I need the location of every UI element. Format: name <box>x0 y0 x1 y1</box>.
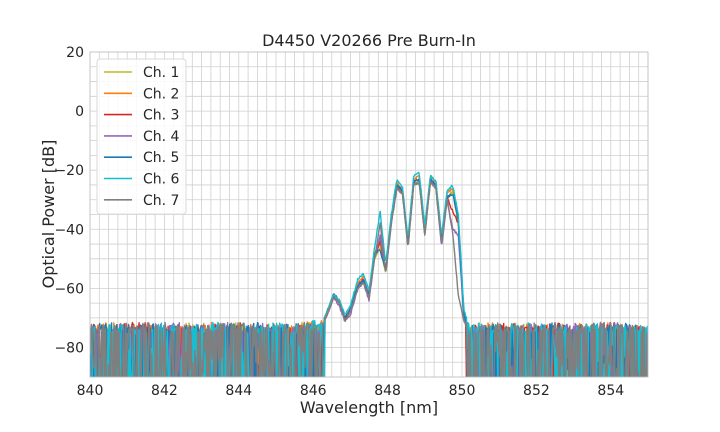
y-tick-label: −60 <box>54 281 84 297</box>
x-tick-label: 842 <box>151 383 178 399</box>
y-tick-label: −40 <box>54 222 84 238</box>
legend-label: Ch. 4 <box>143 129 180 145</box>
x-tick-label: 848 <box>374 383 401 399</box>
legend-label: Ch. 6 <box>143 172 180 188</box>
y-tick-label: 20 <box>66 45 84 61</box>
legend-label: Ch. 5 <box>143 150 179 166</box>
x-tick-label: 852 <box>523 383 550 399</box>
legend: Ch. 1 Ch. 2 Ch. 3 Ch. 4 Ch. 5 Ch. 6 Ch. 7 <box>96 58 187 215</box>
x-tick-label: 850 <box>449 383 476 399</box>
plot-area <box>90 171 648 377</box>
x-tick-label: 840 <box>77 383 104 399</box>
series-line-ch7 <box>90 181 648 377</box>
legend-label: Ch. 1 <box>143 65 179 81</box>
chart-title: D4450 V20266 Pre Burn-In <box>262 31 476 50</box>
legend-label: Ch. 3 <box>143 108 179 124</box>
legend-box <box>96 58 187 215</box>
x-tick-label: 844 <box>225 383 252 399</box>
legend-label: Ch. 2 <box>143 86 179 102</box>
legend-label: Ch. 7 <box>143 193 179 209</box>
y-tick-label: −20 <box>54 163 84 179</box>
x-tick-label: 854 <box>597 383 624 399</box>
y-axis-label: Optical Power [dB] <box>39 140 58 289</box>
y-axis-ticks: −80 −60 −40 −20 0 20 <box>54 45 84 356</box>
x-axis-label: Wavelength [nm] <box>300 398 438 417</box>
y-tick-label: −80 <box>54 340 84 356</box>
series-line-ch4 <box>90 181 648 377</box>
plot-frame <box>89 51 649 378</box>
y-tick-label: 0 <box>75 104 84 120</box>
series-line-ch6 <box>90 171 648 377</box>
x-axis-ticks: 840 842 844 846 848 850 852 854 <box>77 383 625 399</box>
x-tick-label: 846 <box>300 383 327 399</box>
